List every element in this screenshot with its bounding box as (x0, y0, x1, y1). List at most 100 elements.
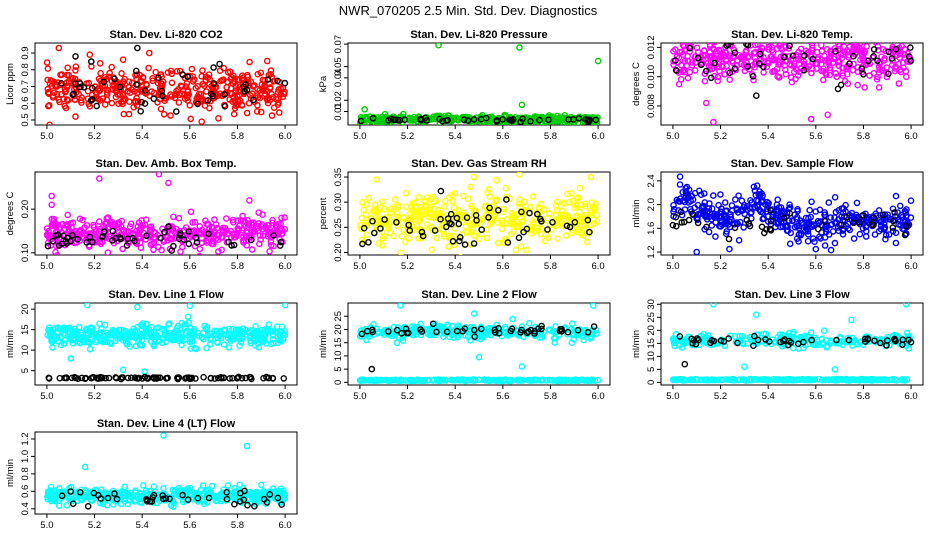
data-point (746, 375, 754, 383)
data-point (393, 339, 401, 347)
data-point (860, 71, 867, 78)
data-point (751, 332, 758, 340)
data-point (141, 100, 149, 107)
data-point (358, 330, 366, 338)
data-point (495, 324, 503, 332)
data-point (417, 320, 425, 328)
outlier-point (753, 311, 760, 319)
data-point (469, 220, 477, 228)
x-tick-label: 5.2 (401, 261, 414, 272)
data-point (229, 80, 237, 87)
x-tick-label: 5.8 (231, 261, 244, 272)
data-point (229, 374, 236, 382)
data-point (380, 205, 388, 213)
data-point (43, 231, 51, 238)
data-point (694, 216, 701, 224)
data-point (221, 91, 228, 98)
data-point (146, 329, 153, 337)
plot-frame (34, 431, 298, 515)
data-point (818, 43, 825, 49)
data-point (455, 220, 463, 228)
data-point (838, 54, 846, 62)
main-title: NWR_070205 2.5 Min. Std. Dev. Diagnostic… (339, 3, 598, 18)
data-point (825, 57, 833, 65)
data-point (64, 328, 72, 336)
x-tick-label: 5.8 (544, 131, 557, 142)
data-point (684, 57, 691, 65)
data-point (248, 221, 256, 229)
data-point (391, 196, 399, 203)
data-point (238, 328, 246, 336)
data-point (892, 45, 900, 53)
data-point (850, 52, 857, 60)
x-tick-label: 5.6 (183, 391, 196, 402)
data-point (786, 210, 794, 217)
plot-frame (660, 171, 924, 256)
data-point (846, 51, 853, 59)
data-point (536, 116, 543, 124)
data-point (584, 216, 592, 224)
data-point (107, 221, 114, 228)
data-point (69, 336, 77, 344)
y-tick-label: 2.0 (646, 198, 657, 211)
data-point (393, 326, 401, 334)
data-point (825, 199, 833, 206)
data-point (804, 227, 812, 235)
x-tick-label: 5.8 (857, 131, 870, 142)
data-point (706, 43, 714, 50)
y-tick-label: 0.20 (333, 243, 344, 262)
outlier-point (397, 303, 404, 309)
data-point (165, 331, 173, 339)
data-point (670, 201, 677, 209)
data-point (580, 220, 587, 228)
data-point (493, 117, 501, 124)
outlier-point (437, 187, 445, 195)
data-point (875, 84, 883, 91)
data-point (236, 481, 243, 489)
data-point (903, 73, 910, 81)
data-point (268, 112, 276, 119)
data-point (892, 239, 900, 247)
data-point (109, 227, 117, 235)
data-point (554, 198, 561, 206)
data-point (584, 328, 592, 336)
x-tick-label: 5.0 (666, 391, 679, 402)
data-point (733, 57, 741, 65)
data-point (236, 91, 243, 99)
data-point (394, 222, 402, 229)
data-point (234, 96, 241, 104)
data-point (105, 374, 113, 382)
data-point (686, 376, 693, 384)
data-point (676, 181, 684, 188)
data-point (879, 211, 887, 219)
data-point (859, 225, 867, 232)
data-point (786, 240, 794, 248)
data-point (359, 240, 366, 248)
data-point (184, 313, 192, 321)
data-point (527, 118, 534, 125)
y-tick-label: 0.4 (20, 502, 31, 515)
data-point (127, 220, 135, 228)
data-point (682, 184, 690, 192)
data-point (905, 345, 913, 352)
data-point (526, 209, 533, 217)
data-point (275, 109, 283, 116)
data-point (478, 226, 486, 233)
data-point (882, 235, 889, 243)
x-tick-label: 6.0 (278, 131, 291, 142)
data-point (809, 58, 816, 66)
y-axis-label: percent (318, 197, 329, 229)
data-point (800, 67, 808, 74)
data-point (767, 217, 775, 225)
data-point (267, 238, 275, 246)
data-point (739, 376, 747, 383)
data-point (133, 81, 140, 88)
data-point (255, 209, 263, 216)
data-point (88, 58, 95, 65)
data-point (107, 331, 115, 339)
data-point (111, 327, 119, 335)
data-point (253, 108, 261, 115)
data-point (904, 50, 912, 57)
data-point (814, 217, 822, 225)
data-point (269, 335, 277, 343)
